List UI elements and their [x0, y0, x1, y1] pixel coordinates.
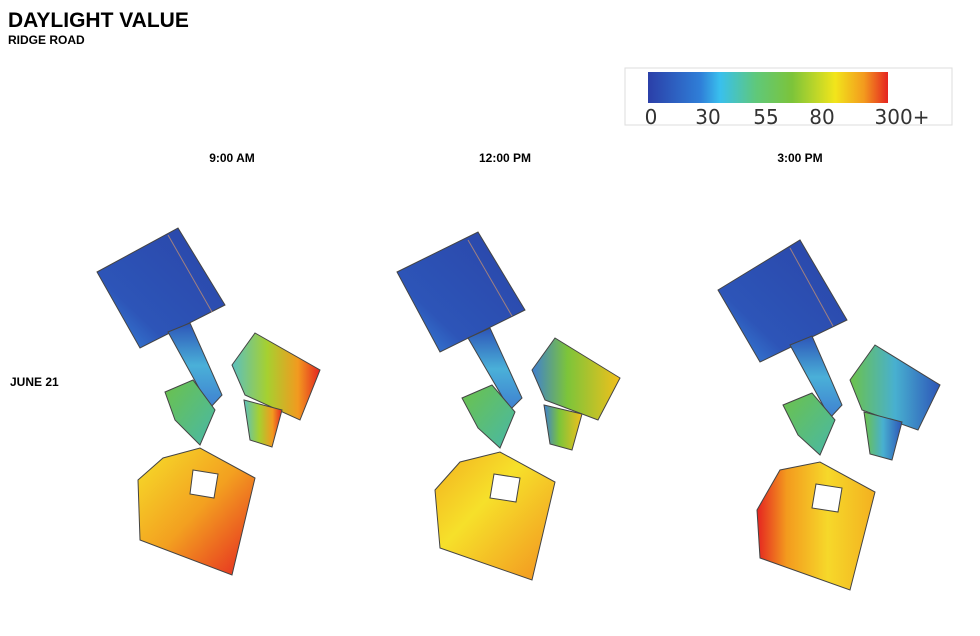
- row-label: JUNE 21: [10, 375, 59, 389]
- legend: 0 30 55 80 300+: [624, 67, 953, 129]
- color-scale: [648, 72, 888, 103]
- title: DAYLIGHT VALUE: [8, 9, 189, 32]
- subtitle: RIDGE ROAD: [8, 33, 85, 47]
- legend-label: 55: [753, 105, 778, 129]
- legend-label: 80: [809, 105, 834, 129]
- legend-label: 30: [695, 105, 720, 129]
- floor-plan: [396, 231, 621, 581]
- column-label: 9:00 AM: [209, 151, 255, 165]
- column-label: 3:00 PM: [777, 151, 822, 165]
- legend-label: 300+: [875, 105, 930, 129]
- floor-plan: [717, 239, 941, 591]
- floor-plan: [96, 227, 321, 576]
- legend-label: 0: [645, 105, 658, 129]
- column-label: 12:00 PM: [479, 151, 531, 165]
